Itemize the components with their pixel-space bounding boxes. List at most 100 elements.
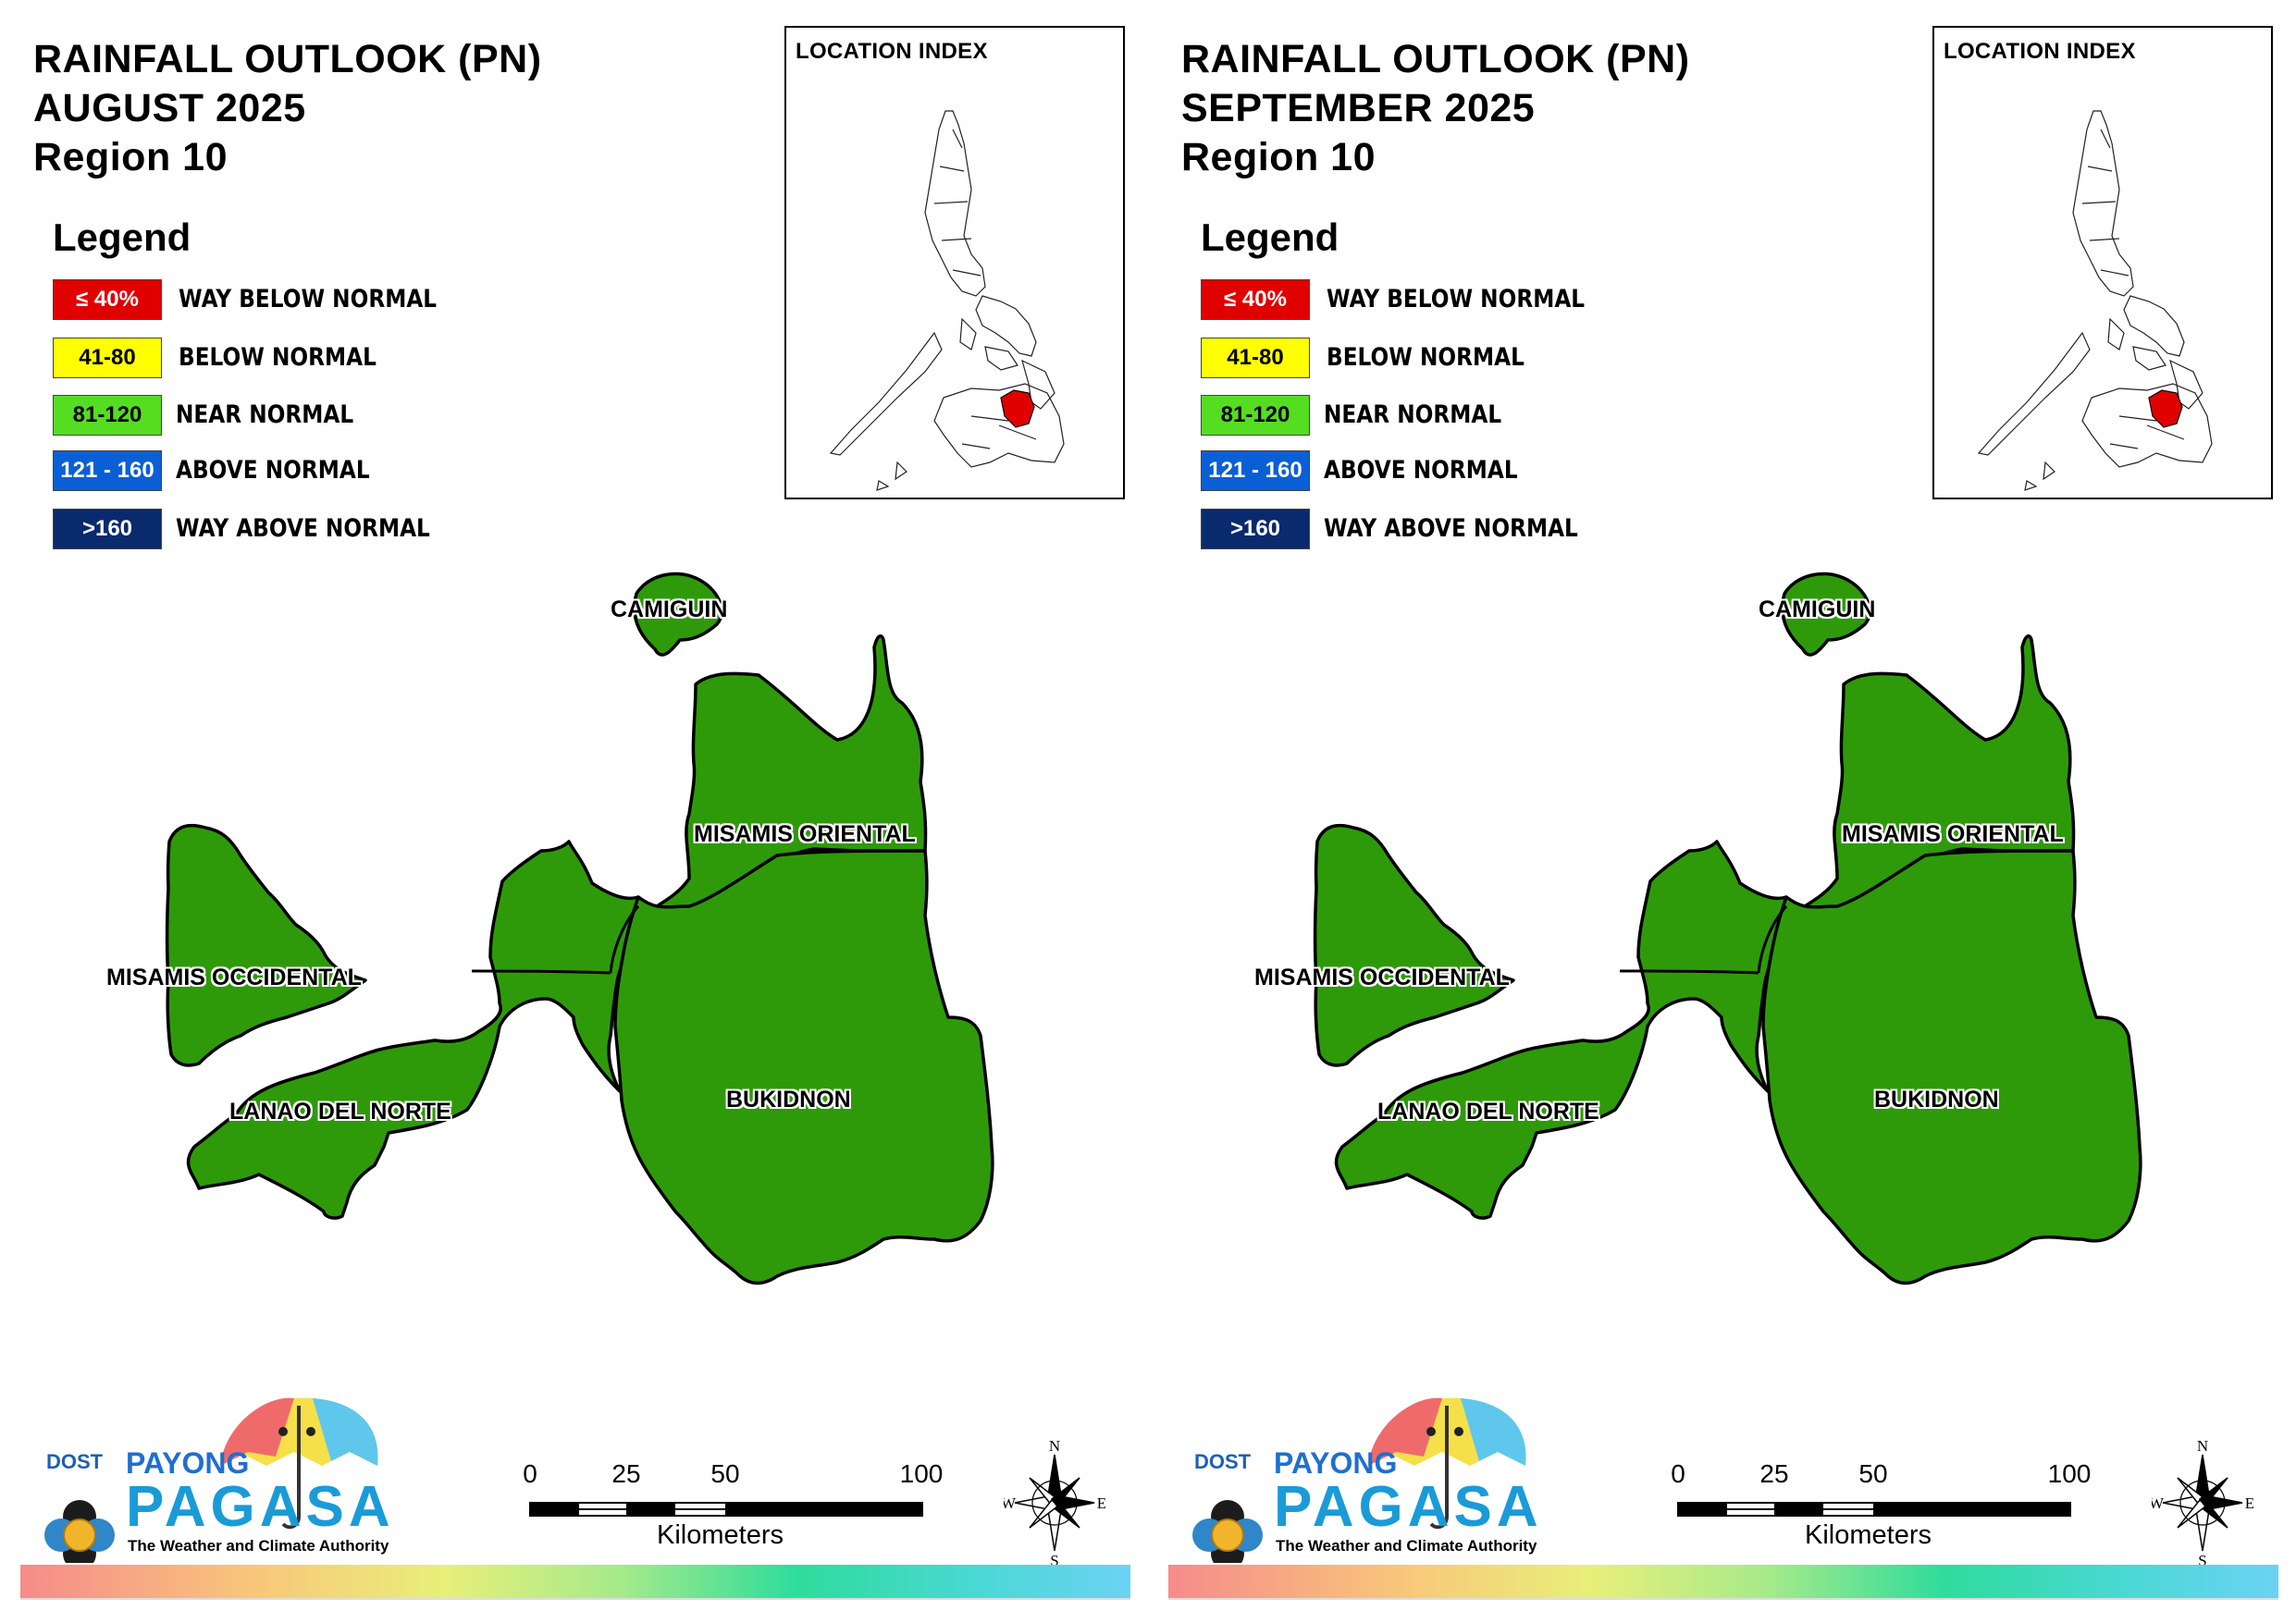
legend-item-near: 81-120 NEAR NORMAL (53, 395, 608, 436)
title-region: Region 10 (33, 135, 228, 179)
legend-item-way-below: ≤ 40% WAY BELOW NORMAL (1201, 279, 1756, 320)
scale-tick-100: 100 (899, 1459, 944, 1488)
pagasa-text: PAGASA (126, 1475, 395, 1539)
legend-swatch: >160 (1201, 509, 1310, 549)
footer-divider (20, 1598, 1130, 1600)
legend-label: ABOVE NORMAL (1324, 456, 1518, 485)
scale-tick-50: 50 (710, 1459, 740, 1488)
scale-bar-graphic (1677, 1502, 2071, 1517)
legend-label: WAY BELOW NORMAL (179, 285, 438, 314)
legend-label: BELOW NORMAL (1327, 343, 1524, 372)
dost-text: DOST (46, 1450, 104, 1473)
footer-gradient-bar (20, 1565, 1130, 1598)
scale-bar: 0 25 50 100 Kilometers (1671, 1459, 2091, 1561)
scale-unit: Kilometers (1805, 1520, 1932, 1550)
north-arrow-icon: N S E W (2149, 1437, 2254, 1572)
location-index-inset: LOCATION INDEX (784, 26, 1125, 499)
legend-item-below: 41-80 BELOW NORMAL (53, 338, 608, 378)
compass-e: E (1097, 1494, 1105, 1512)
bukidnon-province (1761, 849, 2142, 1285)
label-misamis-oriental: MISAMIS ORIENTAL (1842, 821, 2064, 847)
label-misamis-occidental: MISAMIS OCCIDENTAL (106, 965, 362, 990)
region-10-map (165, 572, 994, 1285)
map-title: RAINFALL OUTLOOK (PN) SEPTEMBER 2025 Reg… (1181, 35, 1690, 182)
payong-pagasa-logo: DOST PAYONG PAGASA The Weather and Clima… (1183, 1387, 1553, 1570)
footer-gradient-bar (1168, 1565, 2278, 1598)
scale-tick-50: 50 (1858, 1459, 1888, 1488)
pagasa-text: PAGASA (1274, 1475, 1543, 1539)
scale-tick-25: 25 (611, 1459, 641, 1488)
bukidnon-province (613, 849, 994, 1285)
compass-w: W (2152, 1494, 2165, 1512)
payong-pagasa-logo: DOST PAYONG PAGASA The Weather and Clima… (35, 1387, 405, 1570)
compass-n: N (1049, 1438, 1060, 1455)
label-bukidnon: BUKIDNON (726, 1087, 851, 1113)
legend-swatch: ≤ 40% (53, 279, 162, 320)
legend-item-below: 41-80 BELOW NORMAL (1201, 338, 1756, 378)
legend-label: WAY ABOVE NORMAL (176, 514, 430, 543)
location-index-inset: LOCATION INDEX (1932, 26, 2273, 499)
legend-item-above: 121 - 160 ABOVE NORMAL (1201, 450, 1756, 491)
legend-swatch: 41-80 (53, 338, 162, 378)
camiguin-province (633, 572, 723, 657)
map-title: RAINFALL OUTLOOK (PN) AUGUST 2025 Region… (33, 35, 542, 182)
legend-swatch: >160 (53, 509, 162, 549)
label-misamis-occidental: MISAMIS OCCIDENTAL (1254, 965, 1510, 990)
legend-swatch: 121 - 160 (1201, 450, 1310, 491)
label-misamis-oriental: MISAMIS ORIENTAL (694, 821, 916, 847)
umbrella-logo-icon (1192, 1397, 1526, 1570)
legend-item-above: 121 - 160 ABOVE NORMAL (53, 450, 608, 491)
umbrella-logo-icon (44, 1397, 378, 1570)
legend-swatch: 41-80 (1201, 338, 1310, 378)
compass-s: S (1050, 1552, 1058, 1568)
location-index-title: LOCATION INDEX (1944, 39, 2136, 64)
label-bukidnon: BUKIDNON (1874, 1087, 1999, 1113)
scale-unit: Kilometers (657, 1520, 784, 1550)
legend-label: NEAR NORMAL (1324, 400, 1502, 429)
dost-text: DOST (1194, 1450, 1252, 1473)
legend-item-way-above: >160 WAY ABOVE NORMAL (1201, 509, 1756, 549)
misamis-occidental-province (165, 823, 367, 1067)
legend-item-way-above: >160 WAY ABOVE NORMAL (53, 509, 608, 549)
philippines-outline-map (1977, 110, 2213, 491)
scale-tick-0: 0 (523, 1459, 537, 1488)
legend-swatch: 81-120 (1201, 395, 1310, 436)
title-month: AUGUST 2025 (33, 86, 306, 130)
camiguin-province (1781, 572, 1871, 657)
legend-label: BELOW NORMAL (179, 343, 376, 372)
region-10-map (1313, 572, 2142, 1285)
misamis-occidental-province (1313, 823, 1515, 1067)
scale-tick-100: 100 (2047, 1459, 2092, 1488)
location-index-title: LOCATION INDEX (796, 39, 988, 64)
region-10-highlight (1000, 389, 1035, 428)
compass-n: N (2197, 1438, 2208, 1455)
label-camiguin: CAMIGUIN (611, 596, 728, 622)
legend-title: Legend (1201, 215, 1339, 259)
payong-text: PAYONG (126, 1446, 250, 1480)
label-camiguin: CAMIGUIN (1759, 596, 1876, 622)
legend-label: ABOVE NORMAL (176, 456, 370, 485)
north-arrow-icon: N S E W (1001, 1437, 1106, 1572)
payong-text: PAYONG (1274, 1446, 1398, 1480)
compass-e: E (2245, 1494, 2253, 1512)
legend-swatch: ≤ 40% (1201, 279, 1310, 320)
region-10-highlight (2148, 389, 2183, 428)
pagasa-tagline: The Weather and Climate Authority (1276, 1537, 1537, 1555)
legend-label: WAY BELOW NORMAL (1327, 285, 1586, 314)
title-month: SEPTEMBER 2025 (1181, 86, 1536, 130)
label-lanao-del-norte: LANAO DEL NORTE (1377, 1099, 1599, 1125)
legend-swatch: 81-120 (53, 395, 162, 436)
philippines-outline-map (829, 110, 1065, 491)
label-lanao-del-norte: LANAO DEL NORTE (229, 1099, 451, 1125)
compass-s: S (2198, 1552, 2206, 1568)
legend-label: NEAR NORMAL (176, 400, 354, 429)
title-region: Region 10 (1181, 135, 1376, 179)
legend-item-way-below: ≤ 40% WAY BELOW NORMAL (53, 279, 608, 320)
scale-bar: 0 25 50 100 Kilometers (523, 1459, 943, 1561)
scale-bar-graphic (529, 1502, 923, 1517)
scale-tick-0: 0 (1671, 1459, 1685, 1488)
pagasa-tagline: The Weather and Climate Authority (128, 1537, 389, 1555)
legend-item-near: 81-120 NEAR NORMAL (1201, 395, 1756, 436)
title-line-1: RAINFALL OUTLOOK (PN) (33, 37, 542, 81)
title-line-1: RAINFALL OUTLOOK (PN) (1181, 37, 1690, 81)
